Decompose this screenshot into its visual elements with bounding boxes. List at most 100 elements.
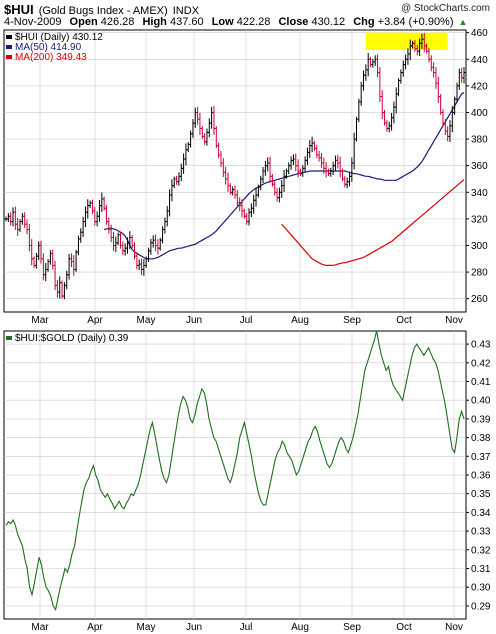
ohlc-bar: [58, 276, 62, 299]
ohlc-bar: [371, 58, 375, 68]
ohlc-bar: [259, 175, 263, 191]
ohlc-bar: [427, 48, 431, 63]
ohlc-bar: [34, 252, 38, 269]
x-tick-label: Aug: [291, 622, 309, 633]
close-label: Close: [278, 16, 309, 28]
ohlc-bar: [280, 180, 284, 198]
ohlc-bar: [287, 162, 291, 175]
ohlc-bar: [109, 224, 113, 243]
ohlc-bar: [254, 188, 258, 207]
x-tick-label: Nov: [445, 315, 463, 326]
y-tick-label: 0.39: [471, 414, 491, 425]
ohlc-bar: [380, 90, 384, 119]
ohlc-bar: [301, 165, 305, 177]
ohlc-bar: [350, 157, 354, 182]
ohlc-bar: [170, 179, 174, 202]
ohlc-bar: [88, 200, 92, 208]
legend-swatch: [6, 35, 12, 39]
ohlc-bar: [179, 163, 183, 182]
plot-frame: [3, 29, 467, 313]
ohlc-bar: [275, 188, 279, 202]
watermark: @ StockCharts.com: [400, 3, 490, 14]
ohlc-bar: [277, 187, 281, 203]
ohlc-bar: [326, 168, 330, 177]
legend-swatch: [6, 55, 12, 59]
ohlc-bar: [252, 194, 256, 214]
ohlc-bar: [376, 54, 380, 78]
y-tick-label: 380: [471, 135, 488, 146]
ohlc-bar: [13, 206, 17, 230]
ohlc-bar: [6, 213, 10, 223]
y-tick-label: 0.34: [471, 508, 491, 519]
ohlc-bar: [432, 62, 436, 78]
ohlc-bar: [336, 154, 340, 169]
ohlc-bar: [121, 241, 125, 255]
ohlc-bar: [149, 238, 153, 255]
y-tick-label: 400: [471, 108, 488, 119]
y-tick-label: 0.37: [471, 452, 491, 463]
ohlc-bar: [429, 55, 433, 72]
x-tick-label: Mar: [31, 315, 49, 326]
ohlc-bar: [282, 169, 286, 193]
ohlc-bar: [81, 216, 85, 237]
ohlc-bar: [137, 259, 141, 271]
ohlc-bar: [51, 249, 55, 270]
ohlc-bar: [210, 106, 214, 129]
ohlc-bar: [62, 282, 66, 300]
ohlc-bar: [355, 116, 359, 142]
ohlc-bar: [23, 212, 27, 229]
ohlc-bar: [385, 119, 389, 132]
ohlc-bar: [154, 234, 158, 252]
ohlc-bar: [266, 157, 270, 172]
ohlc-bar: [231, 186, 235, 196]
legend-entry: MA(50) 414.90: [15, 42, 82, 53]
ohlc-bar: [156, 239, 160, 255]
ohlc-bar: [32, 256, 36, 268]
high-value: 437.60: [169, 16, 204, 28]
ohlc-bar: [387, 121, 391, 133]
ohlc-bar: [226, 172, 230, 193]
y-tick-label: 0.33: [471, 527, 491, 538]
low-value: 422.28: [236, 16, 271, 28]
ohlc-bar: [90, 199, 94, 215]
ohlc-bar: [366, 52, 370, 77]
ohlc-bar: [343, 175, 347, 188]
y-tick-label: 420: [471, 81, 488, 92]
ohlc-bar: [338, 156, 342, 178]
quote-line: 4-Nov-2009 Open 426.28 High 437.60 Low 4…: [4, 16, 472, 28]
quote-date: 4-Nov-2009: [4, 16, 62, 28]
ohlc-bar: [238, 197, 242, 212]
ohlc-bar: [460, 67, 464, 83]
ohlc-bar: [369, 56, 373, 67]
ohlc-bar: [147, 247, 151, 262]
ratio-line: [5, 330, 465, 612]
ohlc-bar: [119, 231, 122, 249]
ohlc-bar: [221, 158, 225, 178]
y-tick-label: 440: [471, 55, 488, 66]
ohlc-bar: [450, 106, 454, 133]
chg-value: +3.84 (+0.90%): [377, 16, 454, 28]
ohlc-bar: [448, 120, 452, 143]
y-tick-label: 300: [471, 241, 488, 252]
x-tick-label: Apr: [87, 622, 103, 633]
ohlc-bar: [404, 54, 408, 70]
x-tick-label: Jun: [186, 315, 202, 326]
ohlc-bar: [86, 199, 90, 219]
ohlc-bar: [65, 270, 69, 290]
ohlc-bar: [214, 126, 218, 149]
ohlc-bar: [100, 192, 104, 212]
legend-entry: MA(200) 349.43: [15, 52, 87, 63]
ohlc-bar: [175, 175, 179, 185]
y-tick-label: 0.29: [471, 601, 491, 612]
x-tick-label: Oct: [396, 622, 412, 633]
ohlc-bar: [462, 66, 466, 84]
y-tick-label: 460: [471, 28, 488, 39]
ohlc-bar: [41, 253, 45, 281]
ohlc-bar: [30, 239, 34, 266]
ohlc-bar: [69, 253, 73, 268]
ohlc-bar: [390, 113, 394, 131]
x-tick-label: May: [137, 315, 156, 326]
x-tick-label: Sep: [343, 622, 361, 633]
ohlc-bar: [97, 199, 101, 222]
